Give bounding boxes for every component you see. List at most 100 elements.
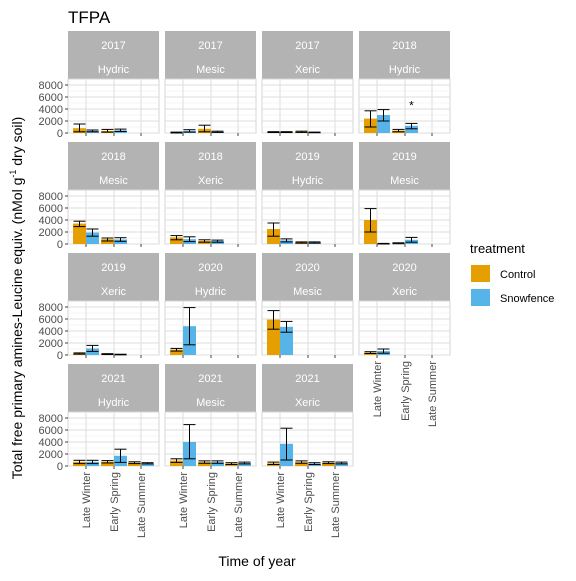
facet-label-year: 2019 <box>295 151 319 163</box>
bar-snowfence <box>280 326 293 355</box>
y-tick-label: 6000 <box>39 203 63 215</box>
bar-control <box>322 462 335 466</box>
facet-panel: 2018 Xeric <box>164 142 257 247</box>
bar-snowfence <box>86 232 99 244</box>
y-tick-label: 8000 <box>39 413 63 425</box>
facet-panel: 2020 Mesic <box>261 253 354 358</box>
legend-label-snowfence: Snowfence <box>500 293 554 305</box>
y-tick-label: 4000 <box>39 437 63 449</box>
facet-label-year: 2018 <box>101 151 125 163</box>
facet-panel: 2019 Mesic <box>358 142 451 247</box>
facet-strip <box>165 31 256 79</box>
legend-swatch-snowfence <box>471 289 490 306</box>
facet-label-site: Xeric <box>101 286 127 298</box>
y-tick-label: 2000 <box>39 116 63 128</box>
x-tick-label: Late Winter <box>372 361 384 418</box>
y-tick-label: 2000 <box>39 449 63 461</box>
facet-strip <box>68 364 159 412</box>
facet-label-year: 2021 <box>101 373 125 385</box>
facet-strip <box>68 31 159 79</box>
facet-strip <box>359 142 450 190</box>
facet-label-site: Hydric <box>98 64 130 76</box>
facet-label-year: 2018 <box>392 40 416 52</box>
y-axis-title-superscript: -1 <box>8 170 18 178</box>
x-tick-label: Late Summer <box>136 472 148 538</box>
legend: treatment Control Snowfence <box>470 241 554 306</box>
facet-label-year: 2017 <box>198 40 222 52</box>
facet-label-year: 2019 <box>101 262 125 274</box>
facet-panel: 2020 Xeric <box>358 253 451 358</box>
facet-label-site: Mesic <box>99 175 128 187</box>
y-tick-label: 6000 <box>39 92 63 104</box>
x-tick-label: Early Spring <box>303 472 315 532</box>
y-axis-title-main: Total free primary amines-Leucine equiv.… <box>9 178 25 480</box>
bar-snowfence <box>211 462 224 466</box>
facet-strip <box>165 364 256 412</box>
facet-label-year: 2020 <box>392 262 416 274</box>
bar-snowfence <box>238 463 251 466</box>
facet-label-site: Hydric <box>195 286 227 298</box>
y-tick-label: 8000 <box>39 80 63 92</box>
facet-label-site: Mesic <box>293 286 322 298</box>
facet-label-year: 2020 <box>198 262 222 274</box>
y-tick-label: 0 <box>57 239 63 251</box>
x-tick-label: Late Winter <box>275 472 287 529</box>
legend-title: treatment <box>470 241 525 256</box>
y-tick-label: 2000 <box>39 227 63 239</box>
facet-label-site: Hydric <box>292 175 324 187</box>
facet-panel: 2021 Xeric <box>261 364 354 469</box>
x-axis-labels: Late Winter Early Spring Late Summer Late W… <box>81 361 439 538</box>
bar-control <box>267 319 280 355</box>
x-tick-label: Late Summer <box>233 472 245 538</box>
legend-label-control: Control <box>500 269 535 281</box>
bar-control <box>170 460 183 466</box>
chart-title: TFPA <box>68 8 111 27</box>
facet-strip <box>262 253 353 301</box>
y-tick-label: 8000 <box>39 302 63 314</box>
facet-label-site: Xeric <box>295 397 321 409</box>
bar-control <box>101 461 114 466</box>
facet-panel: 2017 Xeric <box>261 31 354 136</box>
bar-snowfence <box>405 125 418 133</box>
facet-label-year: 2019 <box>392 151 416 163</box>
x-axis-title: Time of year <box>218 553 296 569</box>
y-tick-label: 8000 <box>39 191 63 203</box>
facet-strip <box>262 364 353 412</box>
facet-panel: 2017 Mesic <box>164 31 257 136</box>
facet-label-year: 2017 <box>101 40 125 52</box>
bar-control <box>101 239 114 244</box>
facet-label-site: Xeric <box>295 64 321 76</box>
y-tick-label: 0 <box>57 461 63 473</box>
facet-strip <box>262 31 353 79</box>
bar-snowfence <box>377 115 390 133</box>
facet-label-site: Xeric <box>392 286 418 298</box>
facet-strip <box>68 253 159 301</box>
bar-control <box>170 349 183 355</box>
bar-control <box>73 223 86 244</box>
facet-label-year: 2020 <box>295 262 319 274</box>
y-tick-label: 2000 <box>39 338 63 350</box>
bar-control <box>198 462 211 466</box>
y-tick-label: 4000 <box>39 215 63 227</box>
bar-control <box>128 462 141 466</box>
x-tick-label: Early Spring <box>206 472 218 532</box>
facet-label-year: 2017 <box>295 40 319 52</box>
y-tick-label: 6000 <box>39 314 63 326</box>
facet-panel: 2020 Hydric <box>164 253 257 358</box>
bar-snowfence <box>141 463 154 466</box>
x-tick-label: Early Spring <box>109 472 121 532</box>
facet-strip <box>359 31 450 79</box>
facet-label-site: Xeric <box>198 175 224 187</box>
x-tick-label: Late Winter <box>178 472 190 529</box>
x-tick-label: Late Summer <box>427 361 439 427</box>
bar-control <box>295 462 308 466</box>
facet-strip <box>68 142 159 190</box>
y-axis-title: Total free primary amines-Leucine equiv.… <box>8 117 25 480</box>
facet-panel: 2021 Mesic <box>164 364 257 469</box>
panels-layer: 2017Hydric020004000600080002017Mesic2017… <box>39 31 451 473</box>
y-tick-label: 4000 <box>39 104 63 116</box>
